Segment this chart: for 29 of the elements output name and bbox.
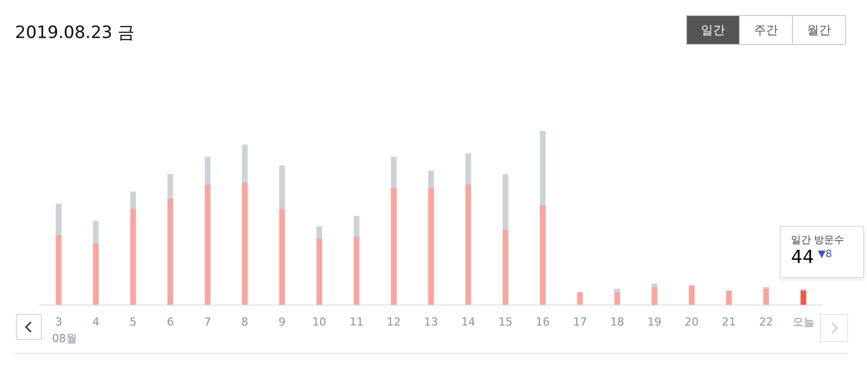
x-tick-label: 10 xyxy=(312,315,326,328)
x-tick-label: 12 xyxy=(386,315,401,328)
x-tick-label: 21 xyxy=(722,315,736,328)
x-tick-label: 오늘 xyxy=(792,315,814,328)
x-tick-label: 7 xyxy=(204,315,212,328)
annotation: 일간 방문수 xyxy=(791,234,846,247)
x-tick-label: 8 xyxy=(241,315,248,328)
x-tick-label: 5 xyxy=(130,315,137,328)
x-tick-label: 14 xyxy=(461,315,476,328)
chart-title: 2019.08.23 금 xyxy=(15,22,135,44)
x-tick-label: 13 xyxy=(424,315,438,328)
x-tick-label: 22 xyxy=(759,315,774,328)
text: 월간 xyxy=(792,15,846,45)
annotation: 44 xyxy=(791,247,814,268)
x-tick-label: 16 xyxy=(536,315,550,328)
text: 주간 xyxy=(739,15,793,45)
x-tick-label: 11 xyxy=(350,315,364,328)
x-tick-label: 6 xyxy=(166,315,174,328)
x-tick-label: 17 xyxy=(572,315,587,328)
x-tick-label: 9 xyxy=(278,315,286,328)
x-tick-label: 19 xyxy=(647,315,662,328)
text: 08월 xyxy=(52,331,77,346)
annotation: ▼8 xyxy=(818,249,832,260)
text: 일간 xyxy=(686,15,740,45)
x-tick-label: 4 xyxy=(92,315,100,328)
x-tick-label: 3 xyxy=(55,315,62,328)
x-tick-label: 18 xyxy=(610,315,624,328)
x-tick-label: 15 xyxy=(498,315,512,328)
x-tick-label: 20 xyxy=(684,315,699,328)
